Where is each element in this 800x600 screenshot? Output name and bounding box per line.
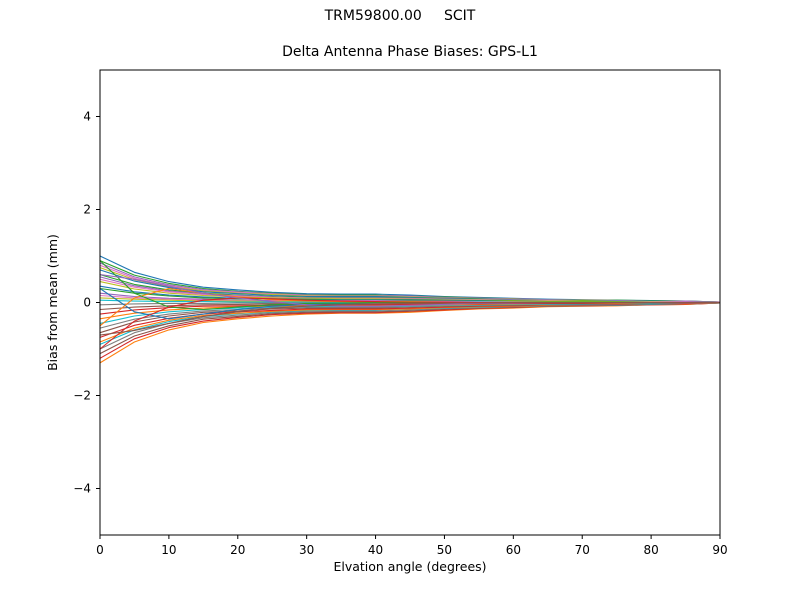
x-axis-label: Elvation angle (degrees) — [333, 559, 486, 574]
figure-title: TRM59800.00 SCIT — [324, 8, 476, 24]
y-tick-label: −4 — [73, 482, 91, 496]
y-tick-label: −2 — [73, 389, 91, 403]
x-tick-label: 10 — [161, 543, 176, 557]
plot-line — [99, 301, 721, 336]
y-tick-label: 0 — [83, 296, 91, 310]
y-axis-label: Bias from mean (mm) — [45, 234, 60, 371]
axes-title: Delta Antenna Phase Biases: GPS-L1 — [282, 44, 538, 60]
y-tick-label: 4 — [83, 110, 91, 124]
x-tick-label: 90 — [712, 543, 727, 557]
x-tick-label: 80 — [643, 543, 658, 557]
x-tick-label: 50 — [437, 543, 452, 557]
x-tick-label: 60 — [506, 543, 521, 557]
x-tick-label: 30 — [299, 543, 314, 557]
x-tick-label: 0 — [96, 543, 104, 557]
y-tick-label: 2 — [83, 203, 91, 217]
x-tick-label: 40 — [368, 543, 383, 557]
x-tick-label: 20 — [230, 543, 245, 557]
x-tick-label: 70 — [575, 543, 590, 557]
